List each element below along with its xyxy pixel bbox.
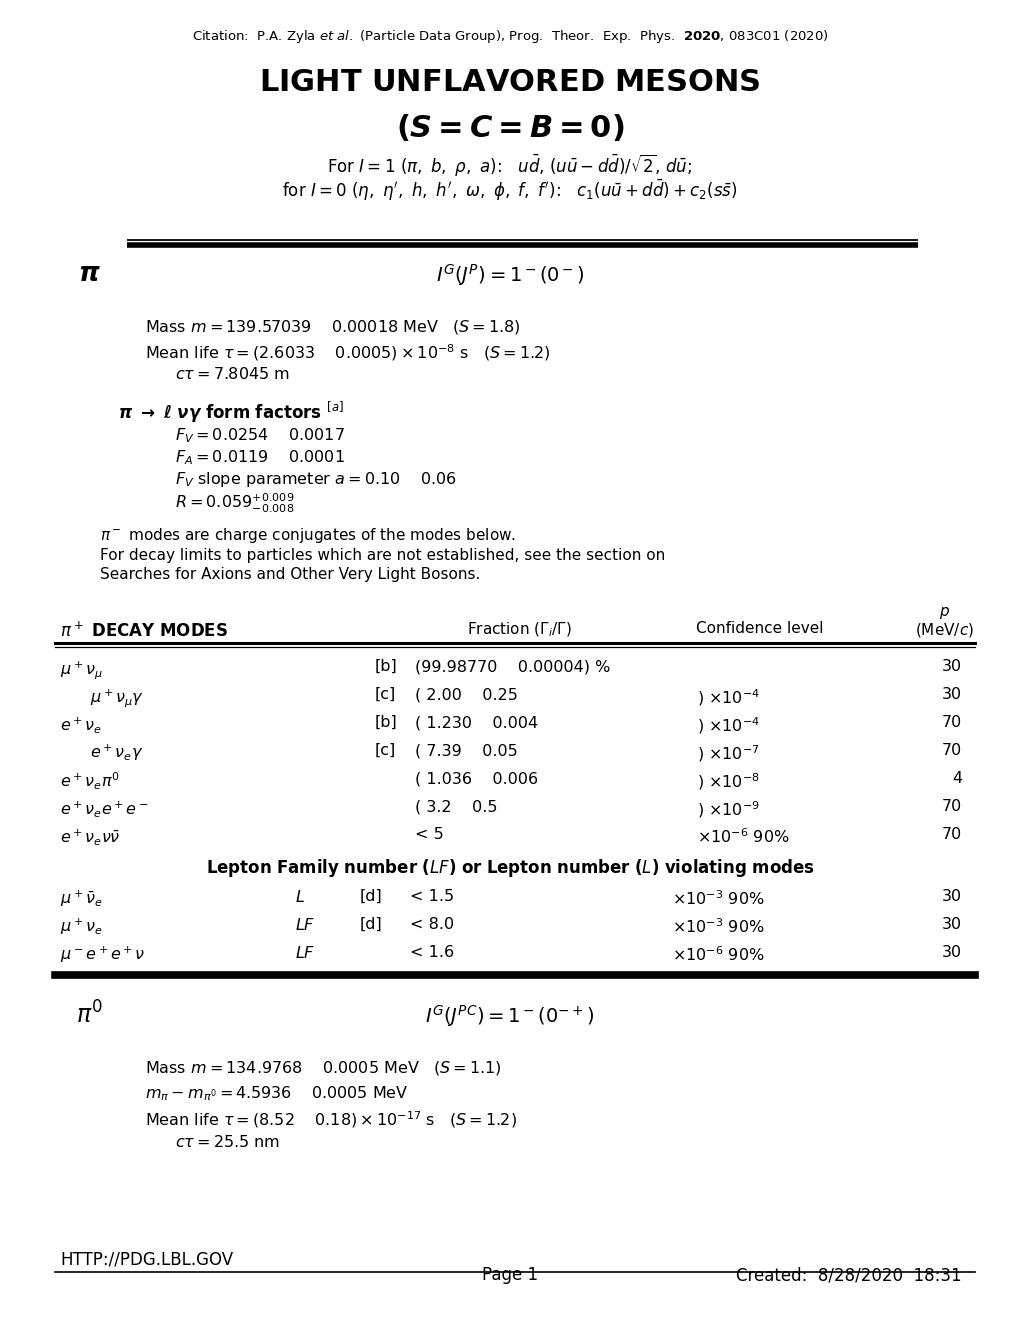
Text: ( 1.036    0.006: ( 1.036 0.006	[415, 771, 538, 785]
FancyBboxPatch shape	[87, 44, 932, 246]
Text: [c]: [c]	[375, 686, 395, 702]
Text: (MeV/$c$): (MeV/$c$)	[915, 620, 973, 639]
FancyBboxPatch shape	[93, 48, 926, 240]
Text: [d]: [d]	[360, 888, 382, 904]
FancyBboxPatch shape	[55, 989, 123, 1041]
Text: 70: 70	[941, 743, 961, 758]
Text: $\mu^+\nu_\mu$: $\mu^+\nu_\mu$	[60, 659, 103, 681]
Text: $LF$: $LF$	[294, 917, 315, 933]
Text: $\pi^+$ DECAY MODES: $\pi^+$ DECAY MODES	[60, 620, 228, 640]
Text: $I^G(J^P) = 1^-(0^-)$: $I^G(J^P) = 1^-(0^-)$	[435, 261, 584, 288]
Text: [b]: [b]	[375, 715, 397, 730]
Text: < 1.6: < 1.6	[410, 945, 453, 960]
Text: $c\tau = 7.8045$ m: $c\tau = 7.8045$ m	[175, 366, 289, 381]
Text: $\times 10^{-3}$ 90%: $\times 10^{-3}$ 90%	[672, 917, 764, 936]
Text: $I^G(J^{PC}) = 1^-(0^{-+})$: $I^G(J^{PC}) = 1^-(0^{-+})$	[425, 1003, 594, 1028]
Text: Created:  8/28/2020  18:31: Created: 8/28/2020 18:31	[736, 1266, 961, 1284]
Text: for $I = 0$ $(\eta,\ \eta^{\prime},\ h,\ h^{\prime},\ \omega,\ \phi,\ f,\ f^{\pr: for $I = 0$ $(\eta,\ \eta^{\prime},\ h,\…	[282, 178, 737, 203]
Text: ) $\times 10^{-7}$: ) $\times 10^{-7}$	[696, 743, 759, 764]
Text: Searches for Axions and Other Very Light Bosons.: Searches for Axions and Other Very Light…	[100, 568, 480, 582]
Text: $LF$: $LF$	[294, 945, 315, 961]
Text: Mean life $\tau = (2.6033$    $0.0005) \times 10^{-8}$ s   $(S = 1.2)$: Mean life $\tau = (2.6033$ $0.0005) \tim…	[145, 342, 550, 363]
Text: $F_V = 0.0254$    $0.0017$: $F_V = 0.0254$ $0.0017$	[175, 426, 344, 445]
Text: 70: 70	[941, 715, 961, 730]
Text: 30: 30	[941, 945, 961, 960]
Text: $\mathbf{LIGHT\ UNFLAVORED\ MESONS}$: $\mathbf{LIGHT\ UNFLAVORED\ MESONS}$	[259, 69, 760, 96]
Text: $p$: $p$	[938, 605, 950, 620]
Text: Confidence level: Confidence level	[696, 620, 823, 636]
Text: HTTP://PDG.LBL.GOV: HTTP://PDG.LBL.GOV	[60, 1250, 233, 1269]
Text: $\mu^-e^+e^+\nu$: $\mu^-e^+e^+\nu$	[60, 945, 146, 965]
Text: 70: 70	[941, 799, 961, 814]
Text: $\boldsymbol{\pi^0}$: $\boldsymbol{\pi^0}$	[75, 1002, 102, 1028]
Text: $L$: $L$	[294, 888, 305, 906]
Text: $e^+\nu_e$: $e^+\nu_e$	[60, 715, 102, 735]
Text: $\boldsymbol{(S = C = B = 0)}$: $\boldsymbol{(S = C = B = 0)}$	[395, 112, 624, 143]
Text: Mass $m = 134.9768$    $0.0005$ MeV   $(S = 1.1)$: Mass $m = 134.9768$ $0.0005$ MeV $(S = 1…	[145, 1059, 501, 1077]
Text: ( 1.230    0.004: ( 1.230 0.004	[415, 715, 538, 730]
Text: < 8.0: < 8.0	[410, 917, 453, 932]
Text: $m_\pi - m_{\pi^0} = 4.5936$    $0.0005$ MeV: $m_\pi - m_{\pi^0} = 4.5936$ $0.0005$ Me…	[145, 1084, 409, 1102]
Text: $\times 10^{-3}$ 90%: $\times 10^{-3}$ 90%	[672, 888, 764, 908]
Text: $\boldsymbol{\pi}$: $\boldsymbol{\pi}$	[77, 261, 100, 286]
Text: $c\tau = 25.5$ nm: $c\tau = 25.5$ nm	[175, 1134, 280, 1150]
Text: 4: 4	[951, 771, 961, 785]
Text: Mass $m = 139.57039$    $0.00018$ MeV   $(S = 1.8)$: Mass $m = 139.57039$ $0.00018$ MeV $(S =…	[145, 318, 520, 337]
Text: ( 2.00    0.25: ( 2.00 0.25	[415, 686, 518, 702]
Text: $R = 0.059^{+0.009}_{-0.008}$: $R = 0.059^{+0.009}_{-0.008}$	[175, 492, 294, 515]
Text: ) $\times 10^{-4}$: ) $\times 10^{-4}$	[696, 686, 759, 708]
Text: [c]: [c]	[375, 743, 395, 758]
Text: 70: 70	[941, 828, 961, 842]
Text: ( 7.39    0.05: ( 7.39 0.05	[415, 743, 518, 758]
Text: ( 3.2    0.5: ( 3.2 0.5	[415, 799, 497, 814]
Text: < 1.5: < 1.5	[410, 888, 453, 904]
Text: $\mathbf{Lepton\ Family\ number\ (\mathit{LF})\ or\ Lepton\ number\ (\mathit{L}): $\mathbf{Lepton\ Family\ number\ (\mathi…	[206, 857, 813, 879]
Text: $e^+\nu_e e^+e^-$: $e^+\nu_e e^+e^-$	[60, 799, 149, 818]
Text: For decay limits to particles which are not established, see the section on: For decay limits to particles which are …	[100, 548, 664, 564]
Text: $F_A = 0.0119$    $0.0001$: $F_A = 0.0119$ $0.0001$	[175, 447, 344, 467]
Text: 30: 30	[941, 659, 961, 675]
Text: $\times 10^{-6}$ 90%: $\times 10^{-6}$ 90%	[696, 828, 789, 846]
Text: $\mu^+\nu_e$: $\mu^+\nu_e$	[60, 917, 103, 937]
Text: 30: 30	[941, 686, 961, 702]
Text: ) $\times 10^{-9}$: ) $\times 10^{-9}$	[696, 799, 759, 820]
Text: $\times 10^{-6}$ 90%: $\times 10^{-6}$ 90%	[672, 945, 764, 964]
Text: 30: 30	[941, 917, 961, 932]
Text: $e^+\nu_e\gamma$: $e^+\nu_e\gamma$	[90, 743, 143, 763]
Text: $F_V$ slope parameter $a = 0.10$    $0.06$: $F_V$ slope parameter $a = 0.10$ $0.06$	[175, 470, 457, 488]
Text: $e^+\nu_e\nu\bar{\nu}$: $e^+\nu_e\nu\bar{\nu}$	[60, 828, 120, 847]
Text: ) $\times 10^{-4}$: ) $\times 10^{-4}$	[696, 715, 759, 735]
Text: < 5: < 5	[415, 828, 443, 842]
Text: ) $\times 10^{-8}$: ) $\times 10^{-8}$	[696, 771, 759, 792]
Text: $\boldsymbol{\pi}$ $\boldsymbol{\to}$ $\boldsymbol{\ell}$ $\boldsymbol{\nu\gamma: $\boldsymbol{\pi}$ $\boldsymbol{\to}$ $\…	[118, 400, 343, 425]
Text: For $I = 1$ $(\pi,\ b,\ \rho,\ a)$:   $u\bar{d}$, $(u\bar{u}-d\bar{d})/\sqrt{2}$: For $I = 1$ $(\pi,\ b,\ \rho,\ a)$: $u\b…	[327, 152, 692, 178]
FancyBboxPatch shape	[55, 248, 123, 300]
Text: Fraction ($\Gamma_i/\Gamma$): Fraction ($\Gamma_i/\Gamma$)	[467, 620, 572, 639]
Text: $\mu^+\nu_\mu\gamma$: $\mu^+\nu_\mu\gamma$	[90, 686, 144, 709]
Text: 30: 30	[941, 888, 961, 904]
Text: $e^+\nu_e\pi^0$: $e^+\nu_e\pi^0$	[60, 771, 119, 792]
Text: $\pi^-$ modes are charge conjugates of the modes below.: $\pi^-$ modes are charge conjugates of t…	[100, 525, 516, 545]
Text: Citation:  P.A. Zyla $et\ al.$ (Particle Data Group), Prog.  Theor.  Exp.  Phys.: Citation: P.A. Zyla $et\ al.$ (Particle …	[192, 28, 827, 45]
Text: Mean life $\tau = (8.52$    $0.18) \times 10^{-17}$ s   $(S = 1.2)$: Mean life $\tau = (8.52$ $0.18) \times 1…	[145, 1109, 517, 1130]
Text: [b]: [b]	[375, 659, 397, 675]
Text: $\mu^+\bar{\nu}_e$: $\mu^+\bar{\nu}_e$	[60, 888, 103, 909]
Text: [d]: [d]	[360, 917, 382, 932]
Text: (99.98770    0.00004) %: (99.98770 0.00004) %	[415, 659, 609, 675]
Text: Page 1: Page 1	[481, 1266, 538, 1284]
